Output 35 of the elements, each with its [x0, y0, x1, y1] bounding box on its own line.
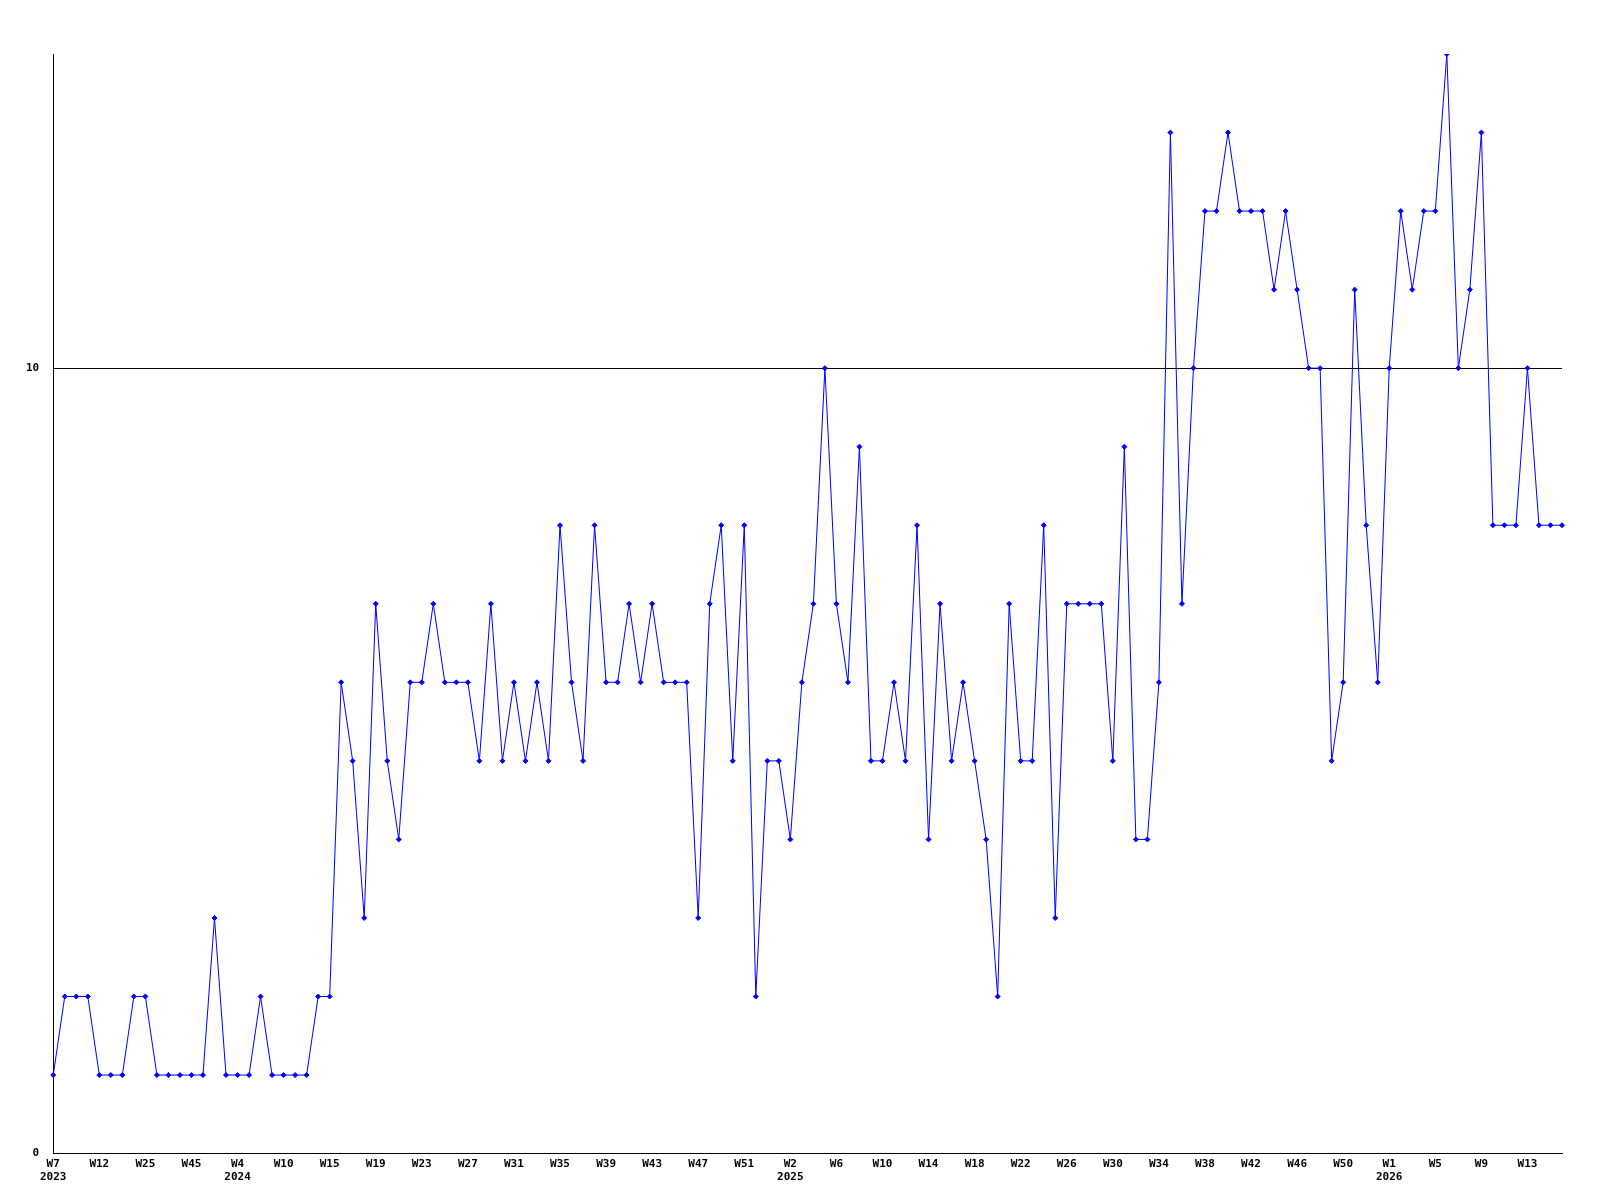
x-tick-label: W13 — [1517, 1157, 1538, 1171]
x-tick-label: W39 — [596, 1157, 617, 1171]
x-tick-label: W51 — [734, 1157, 755, 1171]
x-tick-label: W30 — [1102, 1157, 1123, 1171]
x-tick-label: W25 — [135, 1157, 156, 1171]
x-tick-label: W1 2026 — [1375, 1157, 1403, 1184]
x-tick-label: W26 — [1056, 1157, 1078, 1171]
x-tick-label: W4 2024 — [224, 1157, 252, 1184]
x-tick-label: W34 — [1148, 1157, 1170, 1171]
x-tick-label: W12 — [89, 1157, 110, 1171]
x-tick-label: W5 — [1428, 1157, 1442, 1171]
x-tick-label: W45 — [181, 1157, 202, 1171]
x-tick-label: W2 2025 — [777, 1157, 804, 1184]
x-tick-label: W27 — [457, 1157, 478, 1171]
x-tick-label: W7 2023 — [40, 1157, 67, 1184]
x-tick-label: W50 — [1333, 1157, 1354, 1171]
x-tick-label: W46 — [1287, 1157, 1308, 1171]
x-tick-label: W43 — [642, 1157, 663, 1171]
x-tick-label: W14 — [918, 1157, 939, 1171]
x-tick-label: W38 — [1195, 1157, 1215, 1171]
x-tick-label: W23 — [411, 1157, 432, 1171]
y-tick-label: 0 — [32, 1146, 40, 1160]
x-tick-label: W31 — [504, 1157, 525, 1171]
x-tick-label: W6 — [829, 1157, 844, 1171]
x-tick-label: W35 — [550, 1157, 570, 1171]
x-tick-label: W10 — [273, 1157, 294, 1171]
x-tick-label: W10 — [872, 1157, 893, 1171]
x-tick-label: W19 — [365, 1157, 386, 1171]
x-tick-label: W9 — [1474, 1157, 1488, 1171]
y-tick-label: 10 — [26, 361, 40, 375]
x-tick-label: W47 — [688, 1157, 709, 1171]
x-tick-label: W15 — [319, 1157, 340, 1171]
x-tick-label: W22 — [1010, 1157, 1031, 1171]
x-tick-label: W18 — [964, 1157, 985, 1171]
x-tick-label: W42 — [1241, 1157, 1261, 1171]
